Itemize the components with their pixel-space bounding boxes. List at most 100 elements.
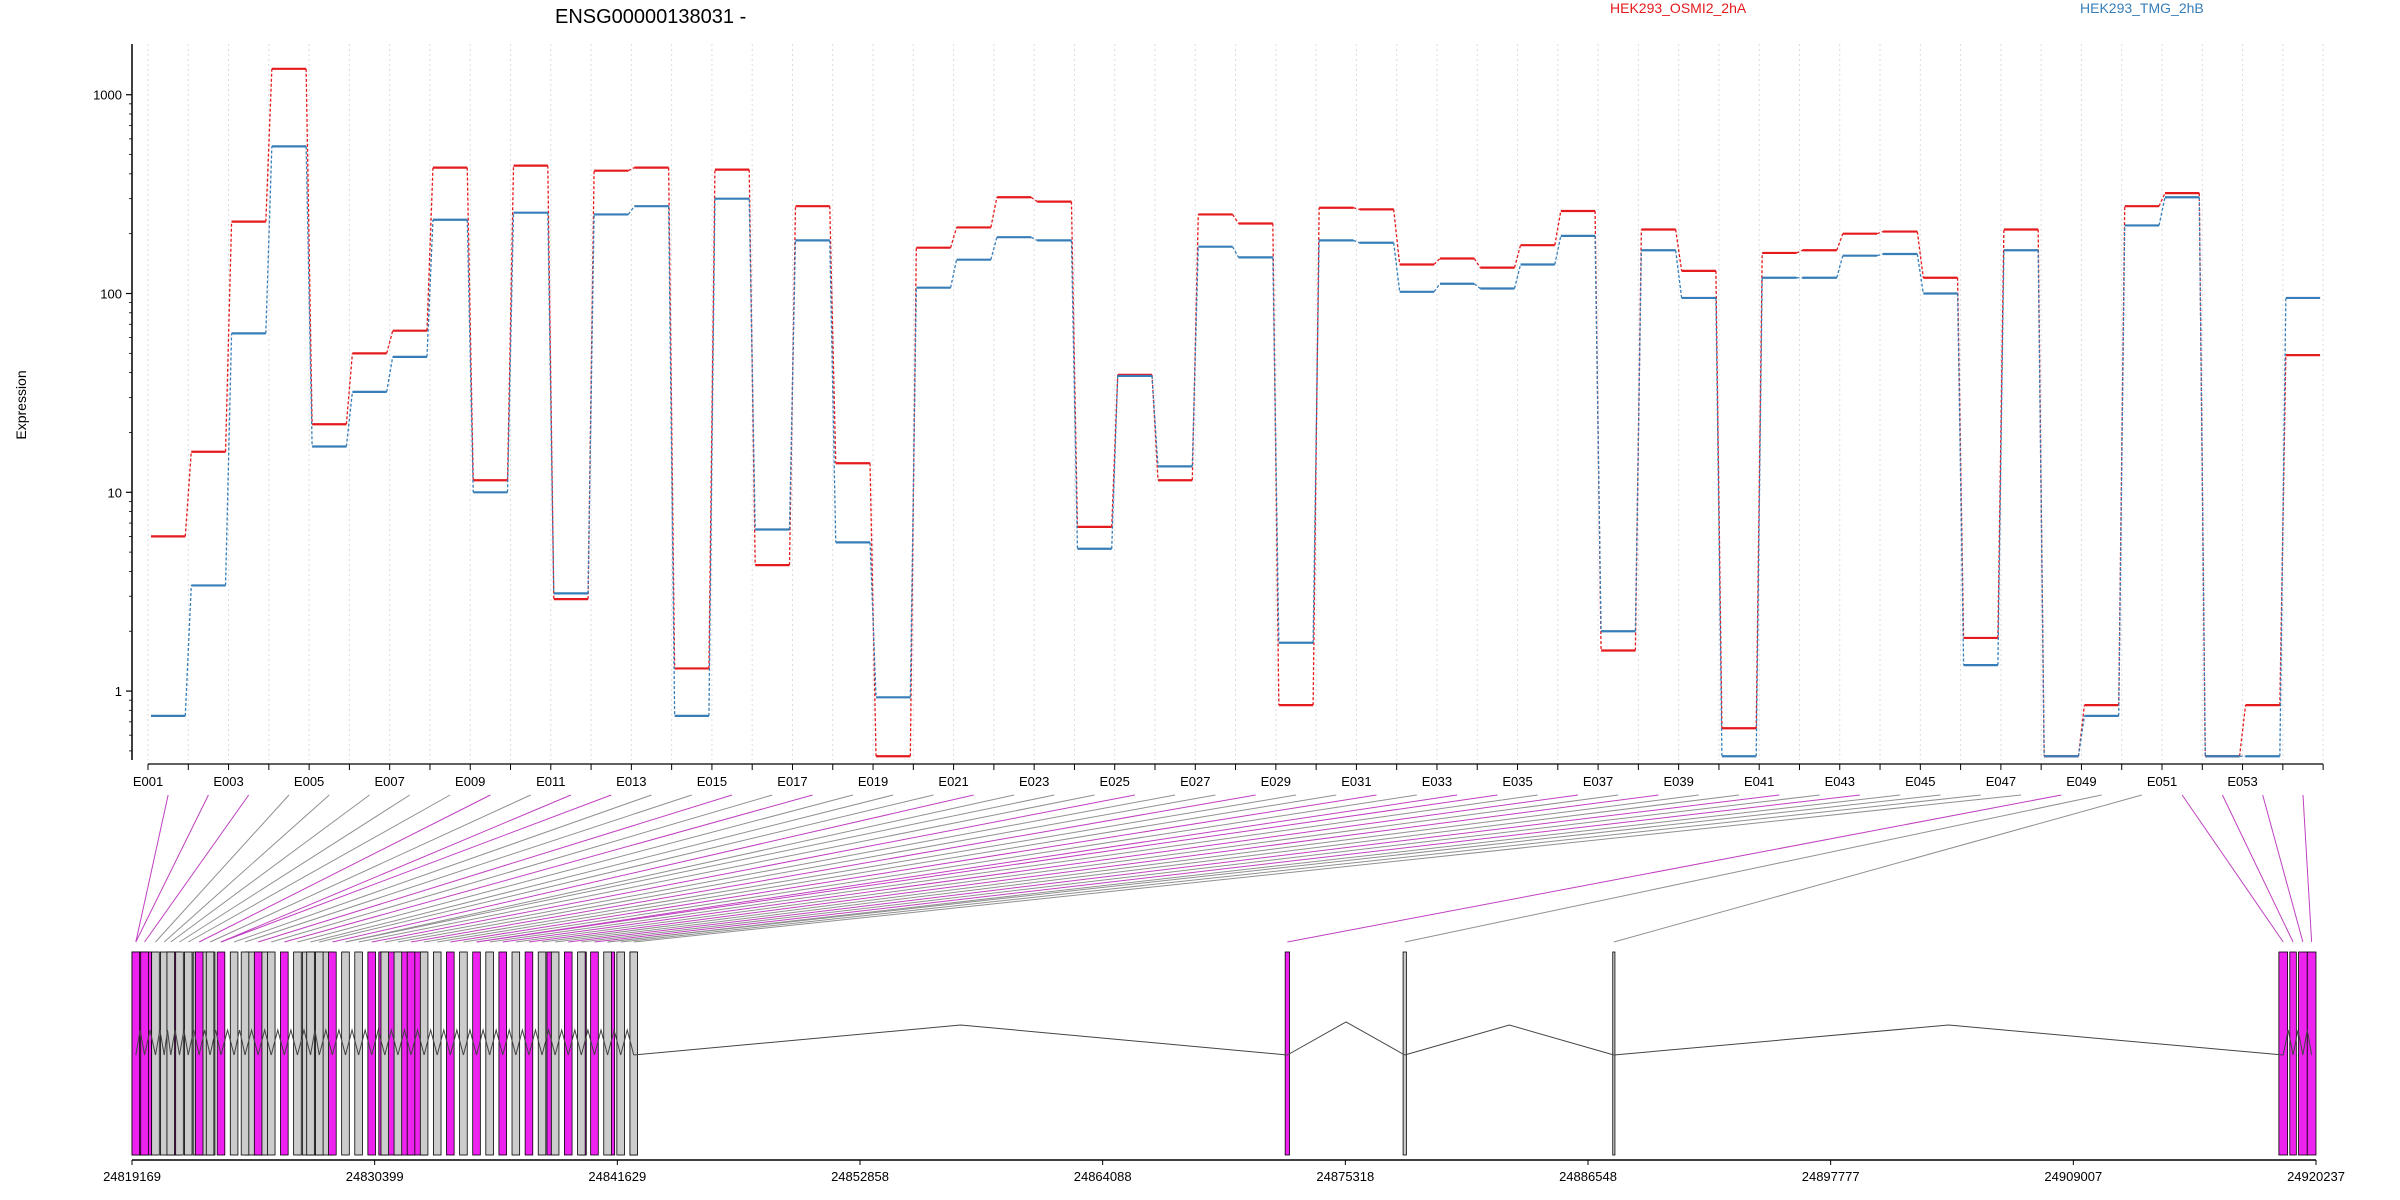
- exon-connector: [476, 794, 1458, 943]
- intron-line: [179, 1029, 189, 1056]
- x-tick-label: E035: [1502, 774, 1532, 789]
- data-connector: [547, 212, 555, 594]
- exon-connector: [541, 794, 1699, 943]
- data-connector: [788, 240, 797, 530]
- data-connector: [184, 585, 192, 716]
- exon-connector: [345, 794, 1015, 943]
- y-tick-label: 1000: [93, 88, 122, 103]
- data-connector: [708, 169, 716, 669]
- data-connector: [2158, 192, 2166, 207]
- x-tick-label: E047: [1986, 774, 2016, 789]
- exon-connector: [209, 794, 531, 943]
- intron-line: [270, 1028, 285, 1056]
- genome-tick-label: 24875318: [1316, 1169, 1374, 1184]
- data-connector: [265, 68, 273, 222]
- data-connector: [1393, 209, 1401, 265]
- x-tick-label: E017: [777, 774, 807, 789]
- intron-line: [528, 1028, 543, 1056]
- intron-line: [135, 1029, 146, 1056]
- data-connector: [1594, 235, 1602, 632]
- exon-connector: [424, 794, 1297, 943]
- data-connector: [305, 146, 313, 447]
- data-connector: [1956, 277, 1965, 638]
- intron-line: [244, 1028, 259, 1056]
- exon-box: [546, 951, 552, 1156]
- data-connector: [909, 287, 917, 698]
- exon-connector: [633, 794, 2022, 943]
- data-connector: [829, 206, 837, 464]
- intron-line: [436, 1028, 451, 1056]
- genome-tick-label: 24886548: [1559, 1169, 1617, 1184]
- legend-series-b: HEK293_TMG_2hB: [2080, 0, 2204, 16]
- intron-line: [233, 1029, 246, 1056]
- exon-connector: [198, 794, 491, 943]
- data-connector: [1312, 207, 1320, 706]
- genome-tick-label: 24864088: [1074, 1169, 1132, 1184]
- x-tick-label: E015: [697, 774, 727, 789]
- exon-connector: [135, 794, 209, 943]
- exon-connector: [410, 794, 1256, 943]
- exon-connector: [2181, 794, 2284, 943]
- exon-connector: [319, 794, 934, 943]
- exon-connector: [581, 794, 1820, 943]
- exon-connector: [310, 794, 894, 943]
- intron-line: [1404, 1024, 1614, 1056]
- intron-line: [620, 1028, 635, 1056]
- x-tick-label: E007: [374, 774, 404, 789]
- data-connector: [345, 391, 354, 447]
- data-connector: [628, 167, 635, 172]
- data-connector: [1513, 264, 1522, 289]
- data-connector: [466, 167, 474, 481]
- data-connector: [1353, 207, 1360, 211]
- x-tick-label: E045: [1905, 774, 1935, 789]
- intron-line: [384, 1028, 399, 1056]
- data-connector: [1070, 240, 1079, 549]
- exon-connector: [187, 794, 451, 943]
- x-tick-label: E019: [858, 774, 888, 789]
- series-a: [151, 67, 2321, 758]
- data-connector: [1151, 375, 1159, 467]
- data-connector: [2077, 705, 2086, 757]
- x-tick-label: E009: [455, 774, 485, 789]
- exon-connector: [620, 794, 1981, 943]
- data-connector: [1634, 250, 1643, 632]
- intron-line: [593, 1028, 609, 1056]
- y-axis-label: Expression: [13, 370, 29, 439]
- exon-connector: [515, 794, 1619, 943]
- data-connector: [2077, 715, 2086, 757]
- plot-area: [151, 67, 2321, 758]
- data-connector: [1796, 249, 1803, 254]
- exon-connector: [170, 794, 370, 943]
- intron-line: [209, 1029, 222, 1056]
- data-connector: [1836, 233, 1844, 251]
- exon-connector: [2262, 794, 2304, 943]
- x-tick-label: E011: [536, 774, 565, 789]
- exon-box: [1402, 951, 1407, 1156]
- intron-line: [1613, 1024, 2284, 1056]
- data-connector: [587, 214, 595, 594]
- data-connector: [1111, 375, 1119, 549]
- intron-line: [283, 1028, 298, 1056]
- exon-connector: [144, 794, 250, 943]
- intron-line: [358, 1028, 373, 1056]
- data-connector: [1272, 257, 1280, 643]
- data-connector: [2279, 297, 2287, 757]
- exon-connector: [437, 794, 1337, 943]
- exon-connector: [345, 794, 1055, 943]
- data-connector: [345, 353, 354, 425]
- exon-connector: [2221, 794, 2294, 943]
- data-connector: [1956, 293, 1965, 666]
- data-connector: [708, 198, 716, 716]
- data-connector: [829, 240, 837, 543]
- gene-model-track: [131, 951, 2317, 1156]
- data-connector: [1513, 245, 1522, 268]
- data-connector: [1030, 236, 1038, 241]
- intron-line: [2282, 1029, 2294, 1056]
- data-connector: [1876, 230, 1884, 235]
- data-connector: [506, 212, 515, 493]
- x-tick-label: E037: [1583, 774, 1613, 789]
- data-connector: [1433, 258, 1441, 265]
- intron-line: [318, 1028, 333, 1056]
- exon-connector: [163, 794, 330, 943]
- intron-line: [462, 1028, 478, 1056]
